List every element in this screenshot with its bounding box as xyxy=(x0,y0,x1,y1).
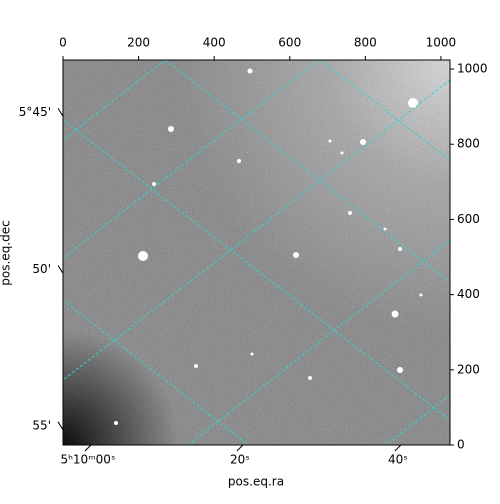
right-tick-label: 200 xyxy=(457,362,480,376)
x-tick-label: 20ˢ xyxy=(230,453,250,467)
top-tick-label: 800 xyxy=(354,36,377,50)
x-axis-label: pos.eq.ra xyxy=(228,475,284,489)
y-tick xyxy=(57,107,64,117)
x-tick-label: 5ʰ10ᵐ00ˢ xyxy=(60,453,115,467)
right-tick-label: 600 xyxy=(457,212,480,226)
y-tick xyxy=(57,265,64,274)
x-tick xyxy=(236,444,244,452)
y-axis-label: pos.eq.dec xyxy=(0,220,13,285)
x-tick-label: 40ˢ xyxy=(388,453,408,467)
coordinate-grid xyxy=(63,60,450,445)
plot-frame xyxy=(62,59,451,446)
top-tick-label: 400 xyxy=(203,36,226,50)
right-tick-label: 1000 xyxy=(457,62,488,76)
x-tick xyxy=(394,444,402,452)
y-tick xyxy=(57,421,64,431)
y-tick-label: 55' xyxy=(32,418,51,432)
sky-image xyxy=(63,60,450,445)
top-tick-label: 1000 xyxy=(426,36,457,50)
right-tick-label: 400 xyxy=(457,287,480,301)
top-tick-label: 200 xyxy=(127,36,150,50)
top-tick-label: 0 xyxy=(59,36,67,50)
top-tick-label: 600 xyxy=(278,36,301,50)
x-tick xyxy=(84,444,92,452)
y-tick-label: 5°45' xyxy=(19,105,51,119)
right-tick-label: 0 xyxy=(457,438,465,452)
right-tick-label: 800 xyxy=(457,137,480,151)
y-tick-label: 50' xyxy=(32,262,51,276)
